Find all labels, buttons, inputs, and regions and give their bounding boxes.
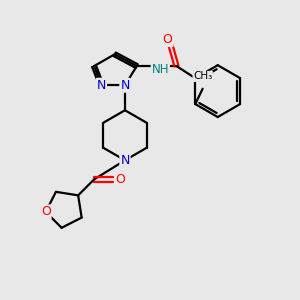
Text: N: N <box>120 79 130 92</box>
Text: O: O <box>116 173 125 186</box>
Text: O: O <box>41 206 51 218</box>
Text: N: N <box>97 79 106 92</box>
Text: N: N <box>120 154 130 167</box>
Text: CH₃: CH₃ <box>193 71 212 81</box>
Text: O: O <box>163 33 172 46</box>
Text: NH: NH <box>152 62 169 76</box>
